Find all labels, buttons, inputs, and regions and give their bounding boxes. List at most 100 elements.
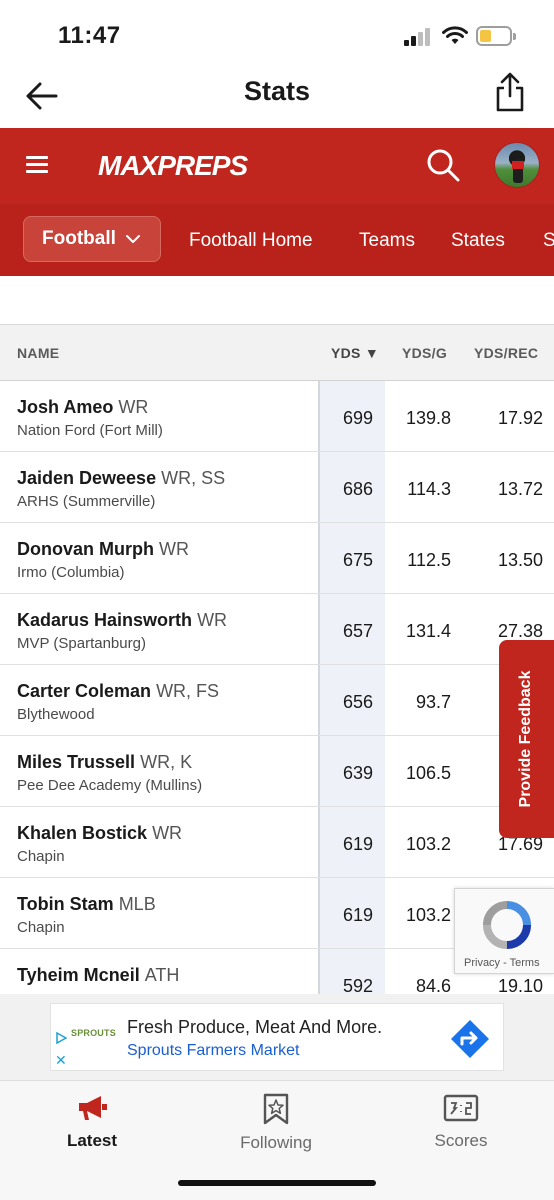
cell-yds-per-game: 106.5 <box>405 763 451 783</box>
table-row[interactable]: Tobin Stam MLB Chapin 619 103.2 <box>0 878 554 949</box>
cell-yds: 657 <box>342 621 373 641</box>
table-row[interactable]: Miles Trussell WR, K Pee Dee Academy (Mul… <box>0 736 554 807</box>
ad-close-icon[interactable]: ✕ <box>55 1052 67 1068</box>
table-row[interactable]: Khalen Bostick WR Chapin 619 103.2 17.69 <box>0 807 554 878</box>
cell-yds-per-game: 103.2 <box>405 905 451 925</box>
player-school: Irmo (Columbia) <box>17 564 125 581</box>
player-school: ARHS (Summerville) <box>17 493 156 510</box>
player-name-text: Kadarus Hainsworth <box>17 610 193 630</box>
cell-yds-per-game: 103.2 <box>405 834 451 854</box>
player-position: WR, FS <box>156 681 220 701</box>
page-title: Stats <box>243 76 311 106</box>
table-row[interactable]: Donovan Murph WR Irmo (Columbia) 675 112.5 1… <box>0 523 554 594</box>
player-school: Pee Dee Academy (Mullins) <box>17 777 203 794</box>
player-name-text: Josh Ameo <box>17 397 114 417</box>
brand-bar: MAXPREPS <box>0 128 554 204</box>
ad-banner[interactable]: SPROUTS ✕ Fresh Produce, Meat And More. … <box>50 1003 504 1071</box>
status-bar: 11:47 <box>0 0 554 64</box>
player-name[interactable]: Donovan Murph WR <box>17 539 189 560</box>
recaptcha-links[interactable]: Privacy - Terms <box>464 957 540 969</box>
ad-choices-icon[interactable] <box>55 1032 67 1044</box>
ad-title: Fresh Produce, Meat And More. <box>127 1017 383 1037</box>
cellular-signal-icon <box>404 28 434 46</box>
player-name[interactable]: Josh Ameo WR <box>17 397 148 418</box>
column-header-yds-per-rec[interactable]: YDS/REC <box>474 345 539 361</box>
home-indicator <box>178 1180 376 1186</box>
cell-yds: 639 <box>342 763 373 783</box>
nav-header: Stats <box>0 64 554 128</box>
player-position: WR <box>152 823 183 843</box>
column-header-name[interactable]: NAME <box>17 345 60 361</box>
megaphone-icon <box>79 1096 107 1120</box>
cell-yds: 619 <box>342 905 373 925</box>
player-name-text: Jaiden Deweese <box>17 468 157 488</box>
share-icon[interactable] <box>490 70 530 114</box>
nav-link-teams[interactable]: Teams <box>359 230 415 251</box>
player-name[interactable]: Miles Trussell WR, K <box>17 752 192 773</box>
player-school: Nation Ford (Fort Mill) <box>17 422 163 439</box>
nav-link-states[interactable]: States <box>451 230 505 251</box>
cell-yds-per-rec: 13.50 <box>497 550 543 570</box>
tab-latest-label: Latest <box>66 1131 118 1150</box>
chevron-down-icon <box>126 235 140 243</box>
player-name-text: Carter Coleman <box>17 681 152 701</box>
player-name-text: Donovan Murph <box>17 539 154 559</box>
tab-latest[interactable]: Latest <box>22 1093 162 1163</box>
column-header-yds-per-game[interactable]: YDS/G <box>402 345 448 361</box>
tab-scores[interactable]: Scores <box>391 1093 531 1163</box>
table-row[interactable]: Kadarus Hainsworth WR MVP (Spartanburg) 65… <box>0 594 554 665</box>
player-position: WR <box>118 397 149 417</box>
feedback-label: Provide Feedback <box>517 670 534 808</box>
ad-go-arrow-icon[interactable] <box>449 1018 491 1060</box>
player-name-text: Khalen Bostick <box>17 823 148 843</box>
player-name[interactable]: Khalen Bostick WR <box>17 823 182 844</box>
cell-yds-per-rec: 17.92 <box>497 408 543 428</box>
cell-yds: 686 <box>342 479 373 499</box>
player-name-text: Tyheim Mcneil <box>17 965 140 985</box>
player-name[interactable]: Carter Coleman WR, FS <box>17 681 219 702</box>
nav-link-more[interactable]: S <box>543 230 554 251</box>
table-header: NAME YDS ▼ YDS/G YDS/REC <box>0 325 554 381</box>
provide-feedback-button[interactable]: Provide Feedback <box>499 640 554 838</box>
player-school: Chapin <box>17 848 65 865</box>
tab-following-label: Following <box>240 1133 312 1152</box>
tab-following[interactable]: Following <box>206 1093 346 1163</box>
recaptcha-badge[interactable]: Privacy - Terms <box>454 888 554 974</box>
status-time: 11:47 <box>58 22 121 49</box>
maxpreps-logo[interactable]: MAXPREPS <box>98 150 248 181</box>
recaptcha-icon <box>483 901 531 949</box>
cell-yds-per-rec: 13.72 <box>497 479 543 499</box>
player-position: WR <box>159 539 190 559</box>
back-arrow-icon[interactable] <box>22 76 62 116</box>
cell-yds-per-rec: 17.69 <box>497 834 543 854</box>
category-nav: Football Football Home Teams States S <box>0 204 554 276</box>
cell-yds: 656 <box>342 692 373 712</box>
player-name-text: Tobin Stam <box>17 894 114 914</box>
player-name[interactable]: Kadarus Hainsworth WR <box>17 610 227 631</box>
cell-yds-per-game: 93.7 <box>415 692 451 712</box>
player-name[interactable]: Tyheim Mcneil ATH <box>17 965 179 986</box>
player-position: ATH <box>144 965 180 985</box>
table-row[interactable]: Tyheim Mcneil ATH 592 84.6 19.10 <box>0 949 554 994</box>
user-avatar[interactable] <box>494 142 540 188</box>
column-header-yds[interactable]: YDS ▼ <box>331 345 380 361</box>
cell-yds: 619 <box>342 834 373 854</box>
player-name[interactable]: Jaiden Deweese WR, SS <box>17 468 225 489</box>
sport-dropdown[interactable]: Football <box>23 216 161 262</box>
sport-dropdown-label: Football <box>42 228 116 249</box>
wifi-icon <box>442 26 468 44</box>
player-name-text: Miles Trussell <box>17 752 136 772</box>
search-icon[interactable] <box>424 146 462 184</box>
hamburger-menu-icon[interactable] <box>26 154 48 176</box>
stats-table: NAME YDS ▼ YDS/G YDS/REC Josh Ameo WR Nat… <box>0 324 554 994</box>
table-row[interactable]: Jaiden Deweese WR, SS ARHS (Summerville) 6… <box>0 452 554 523</box>
table-row[interactable]: Josh Ameo WR Nation Ford (Fort Mill) 699 13… <box>0 381 554 452</box>
battery-icon <box>476 26 516 46</box>
player-school: Blythewood <box>17 706 95 723</box>
player-name[interactable]: Tobin Stam MLB <box>17 894 156 915</box>
player-position: MLB <box>118 894 156 914</box>
player-position: WR, SS <box>161 468 226 488</box>
cell-yds-per-rec: 19.10 <box>497 976 543 994</box>
nav-link-football-home[interactable]: Football Home <box>189 230 313 251</box>
